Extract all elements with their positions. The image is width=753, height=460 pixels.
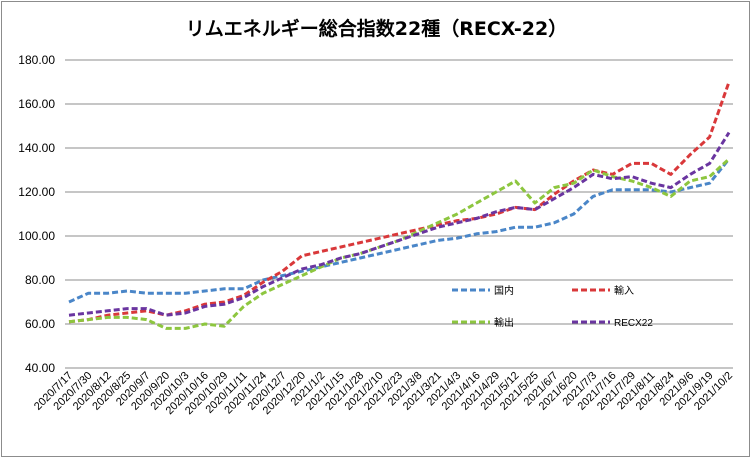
series-line-3 bbox=[68, 131, 731, 317]
y-tick-label: 80.00 bbox=[25, 273, 55, 287]
y-tick-label: 140.00 bbox=[18, 141, 55, 155]
y-tick-label: 160.00 bbox=[18, 97, 55, 111]
legend-label: RECX22 bbox=[614, 318, 653, 329]
series-line-0 bbox=[68, 158, 731, 304]
series-line-2 bbox=[68, 157, 731, 330]
y-tick-label: 180.00 bbox=[18, 53, 55, 67]
legend-label: 輸入 bbox=[614, 284, 634, 297]
legend-label: 輸出 bbox=[494, 316, 514, 329]
legend-label: 国内 bbox=[494, 284, 514, 297]
chart-title: リムエネルギー総合指数22種（RECX-22） bbox=[185, 18, 568, 40]
y-tick-label: 120.00 bbox=[18, 185, 55, 199]
y-tick-label: 60.00 bbox=[25, 317, 55, 331]
y-tick-label: 100.00 bbox=[18, 229, 55, 243]
y-tick-label: 40.00 bbox=[25, 361, 55, 375]
